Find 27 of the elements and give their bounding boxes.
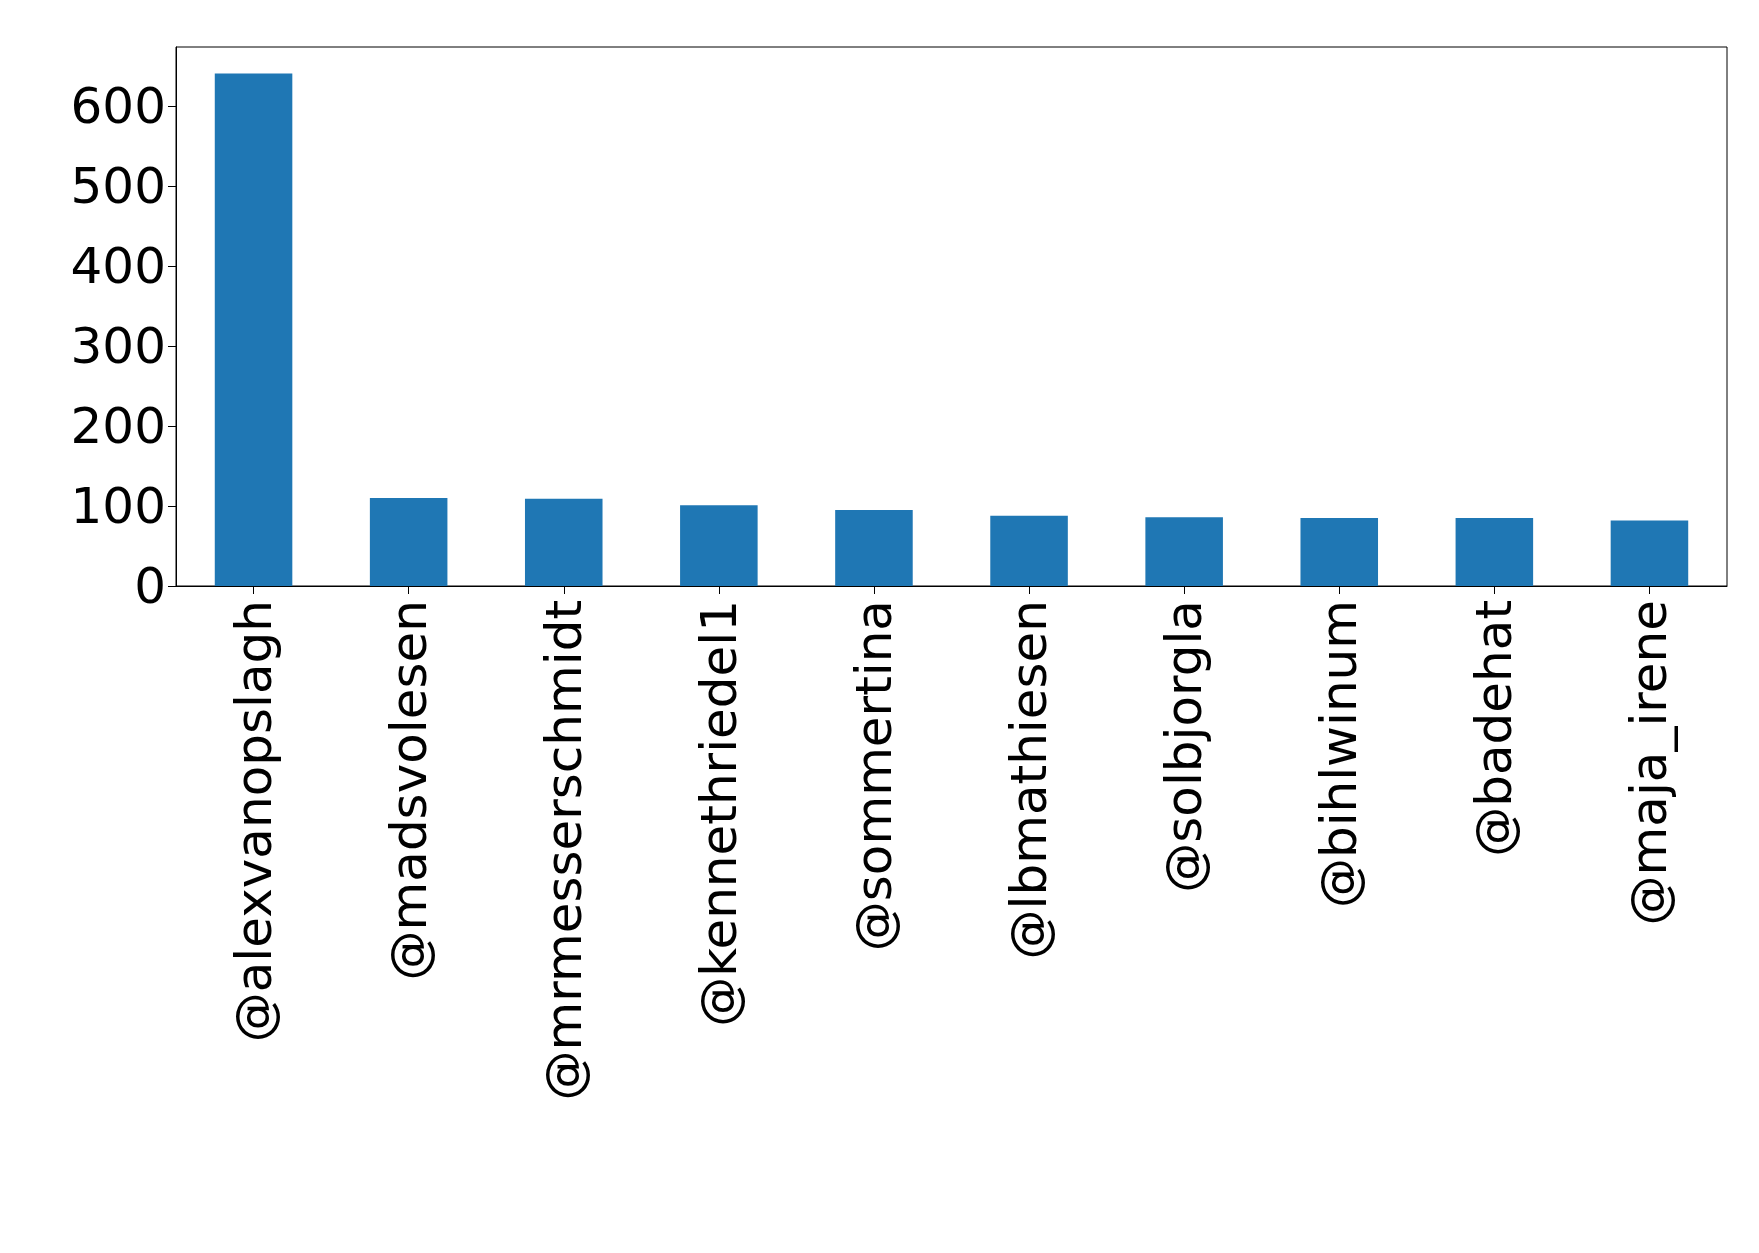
x-tick-label: @madsvolesen [379, 600, 438, 981]
y-tick-label: 200 [70, 397, 166, 456]
x-tick-label: @maja_irene [1620, 600, 1679, 926]
y-tick-label: 500 [70, 157, 166, 216]
bar [524, 498, 603, 586]
x-tick-label: @sommertina [844, 600, 903, 952]
bar [1145, 517, 1223, 586]
bar [990, 515, 1068, 586]
y-tick-label: 300 [70, 317, 166, 376]
x-tick-label: @kennethriedel1 [689, 600, 748, 1027]
y-tick-label: 100 [70, 477, 166, 536]
x-tick-label: @lbmathiesen [1000, 600, 1059, 960]
y-tick-label: 0 [134, 557, 166, 615]
x-tick-label: @bihlwinum [1310, 600, 1369, 909]
bar [1455, 518, 1534, 586]
y-tick-label: 400 [70, 237, 166, 296]
x-tick-label: @badehat [1465, 600, 1524, 857]
bar [369, 498, 448, 586]
x-tick-label: @alexvanopslagh [224, 600, 283, 1043]
bar [1300, 518, 1379, 586]
bar [680, 505, 758, 586]
bar [835, 510, 913, 586]
x-tick-label: @mrmesserschmidt [534, 600, 593, 1101]
bar [214, 73, 293, 586]
x-tick-label: @solbjorgla [1155, 600, 1214, 893]
bar [1610, 520, 1689, 586]
y-tick-label: 600 [70, 77, 166, 136]
